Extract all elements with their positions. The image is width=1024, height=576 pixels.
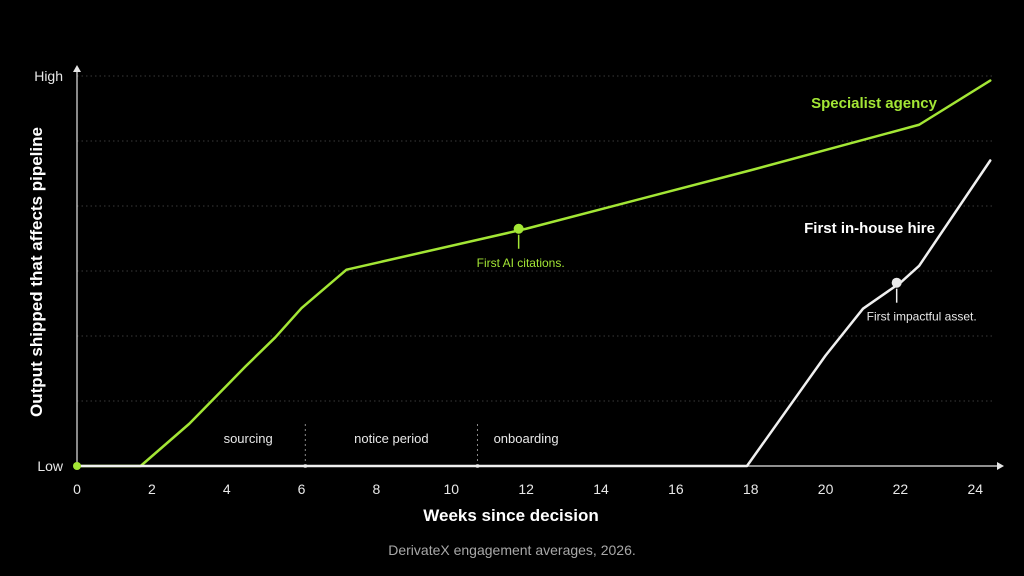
- x-axis-title-wrap: Weeks since decision: [0, 506, 1024, 526]
- phase-label: onboarding: [494, 431, 559, 446]
- inhouse-series-label: First in-house hire: [804, 220, 935, 237]
- x-tick-label: 16: [668, 481, 684, 497]
- x-axis-title: Weeks since decision: [423, 506, 599, 525]
- first-impactful-asset-point: [891, 277, 902, 288]
- x-axis-arrow: [997, 462, 1004, 470]
- x-tick-label: 6: [298, 481, 306, 497]
- x-tick-label: 8: [373, 481, 381, 497]
- x-tick-label: 10: [443, 481, 459, 497]
- agency-series-label: Specialist agency: [811, 95, 938, 112]
- x-tick-label: 22: [893, 481, 909, 497]
- y-axis-title: Output shipped that affects pipeline: [27, 127, 46, 417]
- first-ai-citations-point: [513, 223, 524, 234]
- x-tick-label: 12: [518, 481, 534, 497]
- x-tick-label: 24: [967, 481, 983, 497]
- first-ai-citations-label: First AI citations.: [477, 256, 565, 270]
- phase-label: notice period: [354, 431, 428, 446]
- y-tick-label: Low: [37, 458, 64, 474]
- chart-caption: DerivateX engagement averages, 2026.: [388, 542, 636, 558]
- x-tick-label: 0: [73, 481, 81, 497]
- first-impactful-asset-label: First impactful asset.: [867, 310, 977, 324]
- x-tick-label: 20: [818, 481, 834, 497]
- phase-label: sourcing: [224, 431, 273, 446]
- agency-series-line: [75, 79, 992, 468]
- x-tick-label: 14: [593, 481, 609, 497]
- x-tick-label: 18: [743, 481, 759, 497]
- x-tick-label: 4: [223, 481, 231, 497]
- y-axis-arrow: [73, 65, 81, 72]
- origin-point: [73, 462, 81, 470]
- x-tick-label: 2: [148, 481, 156, 497]
- y-tick-label: High: [34, 68, 63, 84]
- inhouse-series-line: [75, 159, 992, 468]
